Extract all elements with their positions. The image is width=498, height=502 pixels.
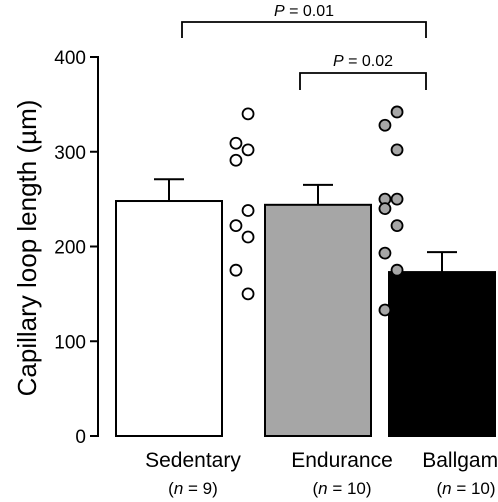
data-point: [378, 303, 392, 317]
data-point: [390, 263, 404, 277]
data-point: [241, 204, 255, 217]
data-point: [390, 192, 404, 206]
y-tick-label: 200: [54, 238, 86, 259]
data-point: [229, 153, 243, 167]
data-point: [378, 118, 392, 132]
p-value-label: P = 0.02: [333, 53, 393, 70]
data-points: [229, 105, 404, 317]
y-axis-label: Capillary loop length (µm): [12, 100, 42, 397]
significance-bracket: [299, 72, 427, 90]
p-value-label: P = 0.01: [274, 3, 334, 20]
y-axis: 0 100 200 300 400: [54, 48, 99, 448]
y-tick-label: 0: [75, 427, 86, 448]
data-point: [241, 107, 255, 121]
data-point: [390, 143, 404, 157]
y-tick-label: 300: [54, 143, 86, 164]
data-point: [229, 219, 243, 233]
category-label: Ballgame: [422, 449, 498, 472]
data-point: [241, 143, 255, 157]
data-point: [241, 287, 255, 301]
category-label: Sedentary: [145, 449, 241, 472]
data-point: [241, 230, 255, 244]
bar-ballgame: [388, 271, 496, 437]
data-point: [390, 105, 404, 119]
bar-sedentary: [115, 200, 223, 437]
y-tick-label: 100: [54, 332, 86, 353]
category-n-label: (n = 9): [168, 479, 218, 498]
category-n-label: (n = 10): [436, 479, 495, 498]
significance-brackets: P = 0.01 P = 0.02: [181, 3, 427, 90]
bars: [115, 178, 496, 437]
y-tick-label: 400: [54, 48, 86, 69]
significance-bracket: [181, 21, 427, 38]
data-point: [229, 136, 243, 150]
x-axis-labels: Sedentary (n = 9) Endurance (n = 10) Ballgam…: [145, 449, 498, 498]
category-n-label: (n = 10): [312, 479, 371, 498]
data-point: [390, 219, 404, 233]
category-label: Endurance: [291, 449, 393, 472]
data-point: [378, 202, 392, 216]
data-point: [378, 246, 392, 260]
data-point: [229, 263, 243, 277]
bar-endurance: [264, 203, 372, 437]
